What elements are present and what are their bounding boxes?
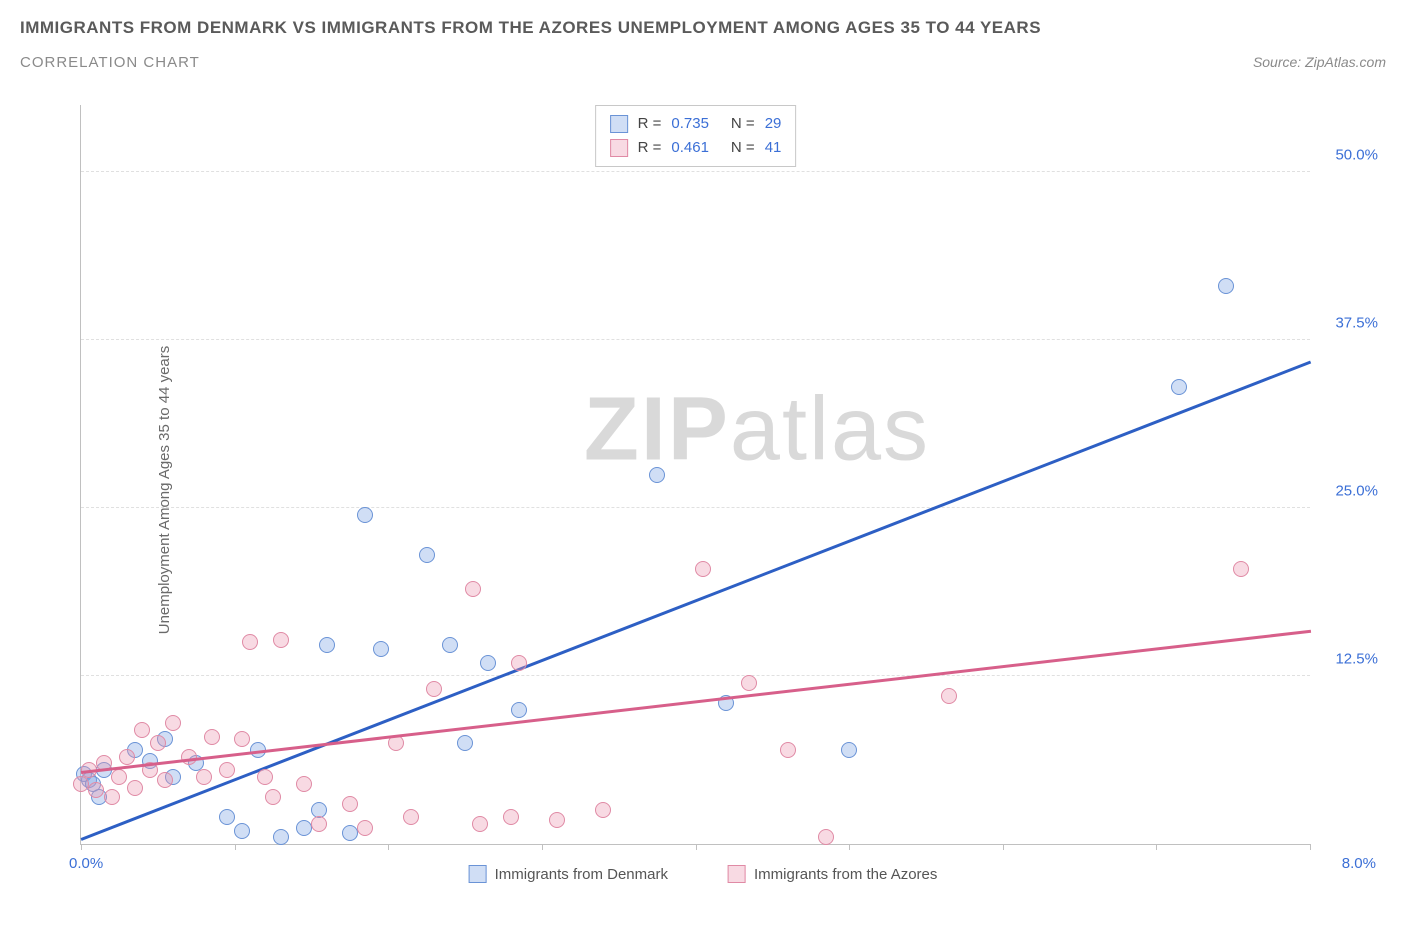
scatter-point [319,637,335,653]
scatter-point [511,655,527,671]
scatter-point [296,820,312,836]
scatter-point [273,632,289,648]
scatter-point [480,655,496,671]
source-attribution: Source: ZipAtlas.com [1253,54,1386,70]
x-tick [81,844,82,850]
legend-swatch [728,865,746,883]
scatter-point [1233,561,1249,577]
scatter-point [841,742,857,758]
scatter-point [150,735,166,751]
scatter-point [457,735,473,751]
y-tick-label: 50.0% [1335,147,1378,164]
x-tick [1310,844,1311,850]
scatter-point [818,829,834,845]
scatter-point [695,561,711,577]
scatter-point [941,688,957,704]
scatter-point [426,681,442,697]
stat-r-value: 0.735 [671,112,709,136]
x-tick [235,844,236,850]
scatter-point [273,829,289,845]
stat-r-value: 0.461 [671,136,709,160]
scatter-point [442,637,458,653]
correlation-chart: Unemployment Among Ages 35 to 44 years Z… [20,95,1386,885]
legend-swatch [610,115,628,133]
stats-row: R = 0.461 N = 41 [610,136,782,160]
scatter-point [196,769,212,785]
scatter-point [165,715,181,731]
scatter-point [296,776,312,792]
stats-legend-box: R = 0.735 N = 29 R = 0.461 N = 41 [595,105,797,167]
stat-r-label: R = [638,136,662,160]
stat-n-value: 41 [765,136,782,160]
y-tick-label: 12.5% [1335,651,1378,668]
scatter-point [311,816,327,832]
x-tick [1156,844,1157,850]
legend-item: Immigrants from Denmark [469,865,668,883]
x-tick [849,844,850,850]
scatter-point [342,825,358,841]
watermark: ZIPatlas [584,379,930,482]
scatter-point [257,769,273,785]
plot-area: ZIPatlas R = 0.735N = 29R = 0.461N = 41 … [80,105,1310,845]
scatter-point [119,749,135,765]
bottom-legend: Immigrants from Denmark Immigrants from t… [469,865,938,883]
stat-n-label: N = [731,112,755,136]
scatter-point [134,722,150,738]
scatter-point [127,780,143,796]
scatter-point [419,547,435,563]
scatter-point [549,812,565,828]
scatter-point [342,796,358,812]
scatter-point [219,809,235,825]
scatter-point [219,762,235,778]
trend-line [81,630,1311,774]
legend-label: Immigrants from the Azores [754,866,937,883]
stats-row: R = 0.735 N = 29 [610,112,782,136]
y-tick-label: 37.5% [1335,315,1378,332]
scatter-point [111,769,127,785]
legend-item: Immigrants from the Azores [728,865,937,883]
legend-label: Immigrants from Denmark [495,866,668,883]
scatter-point [1218,278,1234,294]
scatter-point [157,772,173,788]
grid-line [81,339,1310,340]
x-tick [542,844,543,850]
scatter-point [595,802,611,818]
legend-swatch [610,139,628,157]
x-tick [696,844,697,850]
scatter-point [265,789,281,805]
chart-subtitle: CORRELATION CHART [20,54,200,71]
y-tick-label: 25.0% [1335,483,1378,500]
scatter-point [741,675,757,691]
scatter-point [511,702,527,718]
scatter-point [234,731,250,747]
scatter-point [204,729,220,745]
scatter-point [373,641,389,657]
x-first-tick-label: 0.0% [69,855,103,872]
x-tick [1003,844,1004,850]
x-tick [388,844,389,850]
scatter-point [357,507,373,523]
stat-n-label: N = [731,136,755,160]
scatter-point [181,749,197,765]
grid-line [81,171,1310,172]
scatter-point [104,789,120,805]
grid-line [81,507,1310,508]
scatter-point [88,782,104,798]
scatter-point [503,809,519,825]
scatter-point [649,467,665,483]
grid-line [81,675,1310,676]
scatter-point [234,823,250,839]
stat-n-value: 29 [765,112,782,136]
scatter-point [465,581,481,597]
scatter-point [1171,379,1187,395]
x-last-tick-label: 8.0% [1342,855,1376,872]
legend-swatch [469,865,487,883]
scatter-point [403,809,419,825]
stat-r-label: R = [638,112,662,136]
scatter-point [472,816,488,832]
scatter-point [357,820,373,836]
chart-title: IMMIGRANTS FROM DENMARK VS IMMIGRANTS FR… [20,18,1386,38]
scatter-point [242,634,258,650]
scatter-point [780,742,796,758]
